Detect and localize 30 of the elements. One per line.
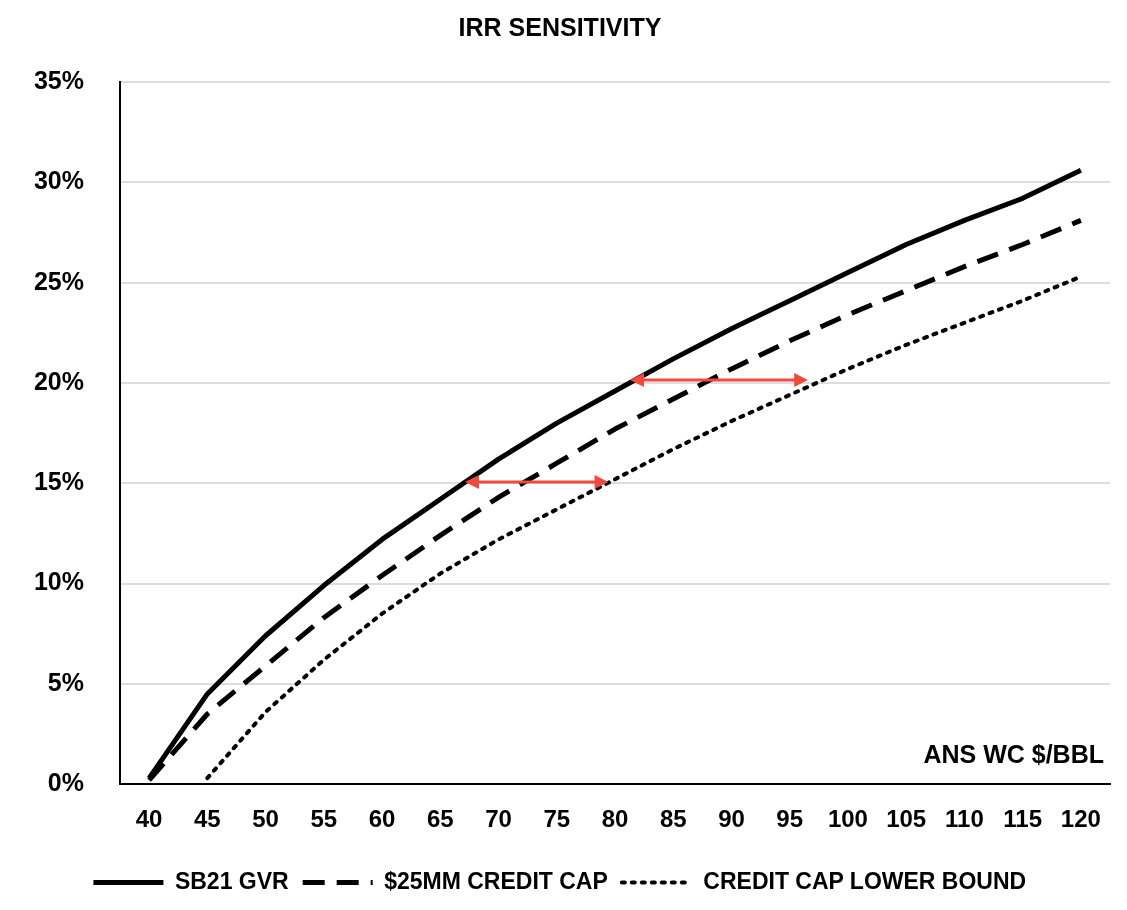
x-tick-label: 55 xyxy=(310,805,338,833)
legend-label: $25MM CREDIT CAP xyxy=(384,867,608,894)
x-tick-label: 80 xyxy=(601,805,629,833)
x-tick-label: 100 xyxy=(827,805,868,833)
y-tick-label: 30% xyxy=(33,166,84,195)
x-tick-label: 95 xyxy=(776,805,804,833)
x-tick-label: 75 xyxy=(543,805,571,833)
legend-label: SB21 GVR xyxy=(174,867,290,894)
chart-title: IRR SENSITIVITY xyxy=(458,12,662,41)
x-tick-label: 40 xyxy=(135,805,163,833)
y-tick-label: 0% xyxy=(47,768,84,797)
x-tick-label: 120 xyxy=(1060,805,1101,833)
y-tick-label: 5% xyxy=(47,667,84,696)
x-tick-label: 110 xyxy=(945,805,984,833)
y-tick-label: 25% xyxy=(33,266,84,295)
x-tick-label: 50 xyxy=(252,805,279,833)
x-tick-label: 45 xyxy=(194,805,221,833)
y-tick-label: 10% xyxy=(33,567,84,596)
y-tick-label: 35% xyxy=(33,65,84,94)
y-tick-label: 15% xyxy=(33,467,84,496)
x-tick-label: 65 xyxy=(426,805,454,833)
x-tick-label: 70 xyxy=(485,805,512,833)
x-tick-label: 115 xyxy=(1003,805,1043,833)
x-axis-title: ANS WC $/BBL xyxy=(923,739,1104,768)
legend-label: CREDIT CAP LOWER BOUND xyxy=(703,867,1027,894)
x-tick-label: 105 xyxy=(886,805,927,833)
x-tick-label: 85 xyxy=(659,805,687,833)
y-tick-label: 20% xyxy=(33,366,84,395)
x-tick-label: 60 xyxy=(368,805,396,833)
x-tick-label: 90 xyxy=(718,805,745,833)
